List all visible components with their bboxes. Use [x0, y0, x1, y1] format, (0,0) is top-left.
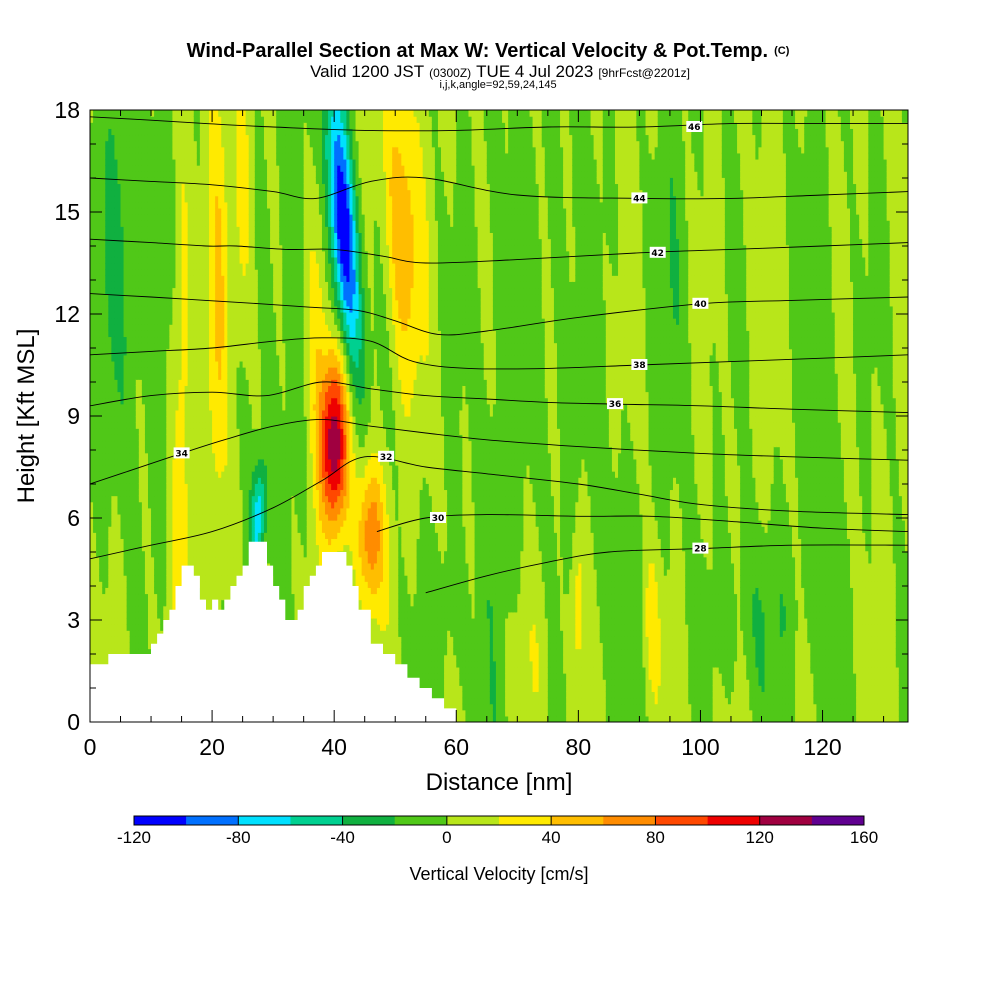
figure: Wind-Parallel Section at Max W: Vertical… [0, 0, 1000, 1000]
subtitle-utc: (0300Z) [429, 66, 471, 80]
subtitle-forecast: [9hrFcst@2201z] [598, 66, 690, 80]
chart-params: i,j,k,angle=92,59,24,145 [439, 79, 556, 91]
title-mark: (C) [774, 45, 790, 57]
chart-title-text: Wind-Parallel Section at Max W: Vertical… [187, 40, 768, 62]
subtitle-valid: Valid 1200 JST [310, 62, 424, 81]
chart-title: Wind-Parallel Section at Max W: Vertical… [187, 40, 790, 62]
